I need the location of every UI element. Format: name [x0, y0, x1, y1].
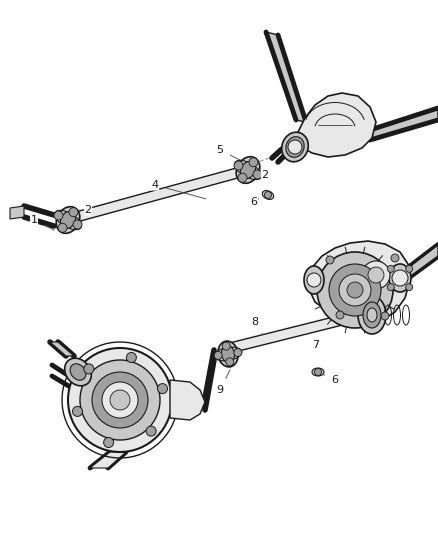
Circle shape	[73, 406, 82, 416]
Circle shape	[234, 161, 243, 170]
Circle shape	[226, 358, 234, 366]
Circle shape	[68, 348, 172, 452]
Polygon shape	[266, 32, 306, 122]
Text: 7: 7	[307, 333, 320, 350]
Ellipse shape	[240, 161, 255, 179]
Text: 6: 6	[251, 197, 259, 207]
Ellipse shape	[222, 345, 235, 362]
Text: 6: 6	[322, 374, 339, 385]
Text: 1: 1	[31, 215, 54, 230]
Polygon shape	[50, 342, 74, 356]
Circle shape	[387, 284, 394, 290]
Circle shape	[336, 311, 344, 319]
Circle shape	[339, 274, 371, 306]
Polygon shape	[229, 310, 363, 353]
Circle shape	[238, 173, 247, 182]
Circle shape	[222, 342, 230, 350]
Polygon shape	[90, 452, 126, 468]
Circle shape	[326, 256, 334, 264]
Circle shape	[329, 264, 381, 316]
Ellipse shape	[286, 136, 304, 157]
Text: 5: 5	[216, 145, 240, 160]
Text: 4: 4	[152, 180, 206, 199]
Circle shape	[104, 438, 113, 448]
Ellipse shape	[236, 157, 260, 183]
Circle shape	[288, 140, 302, 154]
Circle shape	[158, 384, 167, 393]
Ellipse shape	[65, 358, 91, 386]
Circle shape	[127, 352, 136, 362]
Circle shape	[391, 254, 399, 262]
Circle shape	[392, 270, 408, 286]
Circle shape	[368, 267, 384, 283]
Ellipse shape	[262, 191, 274, 199]
Ellipse shape	[312, 368, 324, 376]
Circle shape	[92, 372, 148, 428]
Circle shape	[102, 382, 138, 418]
Text: 9: 9	[216, 370, 230, 395]
Ellipse shape	[70, 364, 86, 380]
Polygon shape	[57, 165, 249, 227]
Circle shape	[362, 261, 390, 289]
Circle shape	[84, 364, 94, 374]
Circle shape	[347, 282, 363, 298]
Polygon shape	[10, 206, 24, 219]
Circle shape	[54, 211, 63, 220]
Circle shape	[307, 273, 321, 287]
Polygon shape	[205, 350, 214, 410]
Circle shape	[110, 390, 130, 410]
Circle shape	[80, 360, 160, 440]
Polygon shape	[308, 241, 410, 323]
Text: 2: 2	[78, 205, 92, 218]
Circle shape	[381, 312, 389, 320]
Ellipse shape	[367, 308, 377, 322]
Ellipse shape	[60, 212, 75, 229]
Circle shape	[317, 252, 393, 328]
Ellipse shape	[56, 207, 80, 233]
Circle shape	[58, 223, 67, 232]
Circle shape	[406, 284, 413, 290]
Circle shape	[214, 351, 222, 359]
Circle shape	[406, 265, 413, 272]
Polygon shape	[170, 380, 205, 420]
Circle shape	[249, 158, 258, 167]
Circle shape	[265, 191, 272, 198]
Circle shape	[234, 349, 242, 357]
Circle shape	[387, 265, 394, 272]
Circle shape	[253, 170, 262, 179]
Ellipse shape	[282, 132, 308, 162]
Ellipse shape	[218, 341, 238, 367]
Ellipse shape	[304, 266, 324, 294]
Polygon shape	[370, 108, 438, 140]
Circle shape	[73, 220, 82, 229]
Polygon shape	[408, 245, 438, 278]
Ellipse shape	[363, 302, 381, 328]
Ellipse shape	[358, 296, 386, 334]
Circle shape	[69, 208, 78, 217]
Text: 2: 2	[255, 167, 268, 180]
Polygon shape	[292, 93, 376, 157]
Text: 8: 8	[251, 317, 263, 335]
Circle shape	[146, 426, 156, 436]
Circle shape	[314, 368, 321, 376]
Ellipse shape	[389, 264, 411, 292]
